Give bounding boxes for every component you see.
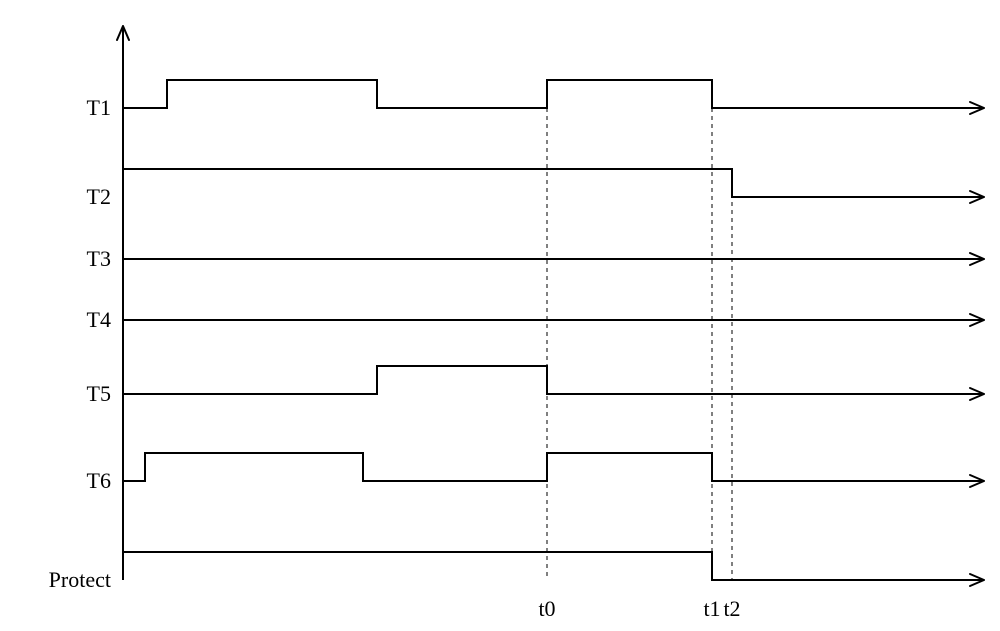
signal-T2: T2 — [87, 169, 984, 209]
time-marker-label-t2: t2 — [723, 596, 740, 621]
signal-T1: T1 — [87, 80, 984, 120]
time-marker-label-t1: t1 — [703, 596, 720, 621]
time-marker-label-t0: t0 — [538, 596, 555, 621]
signal-T4: T4 — [87, 307, 984, 332]
signal-T6: T6 — [87, 453, 984, 493]
signal-label-T4: T4 — [87, 307, 111, 332]
signal-label-T1: T1 — [87, 95, 111, 120]
signal-label-T3: T3 — [87, 246, 111, 271]
signal-T5: T5 — [87, 366, 984, 406]
timing-diagram: T1 T2 T3 T4 T5 T6 Protect t0 t1t2 — [0, 0, 1000, 631]
signal-label-T5: T5 — [87, 381, 111, 406]
signal-T3: T3 — [87, 246, 984, 271]
signal-Protect: Protect — [49, 552, 984, 592]
signal-label-Protect: Protect — [49, 567, 111, 592]
signal-label-T2: T2 — [87, 184, 111, 209]
signal-label-T6: T6 — [87, 468, 111, 493]
